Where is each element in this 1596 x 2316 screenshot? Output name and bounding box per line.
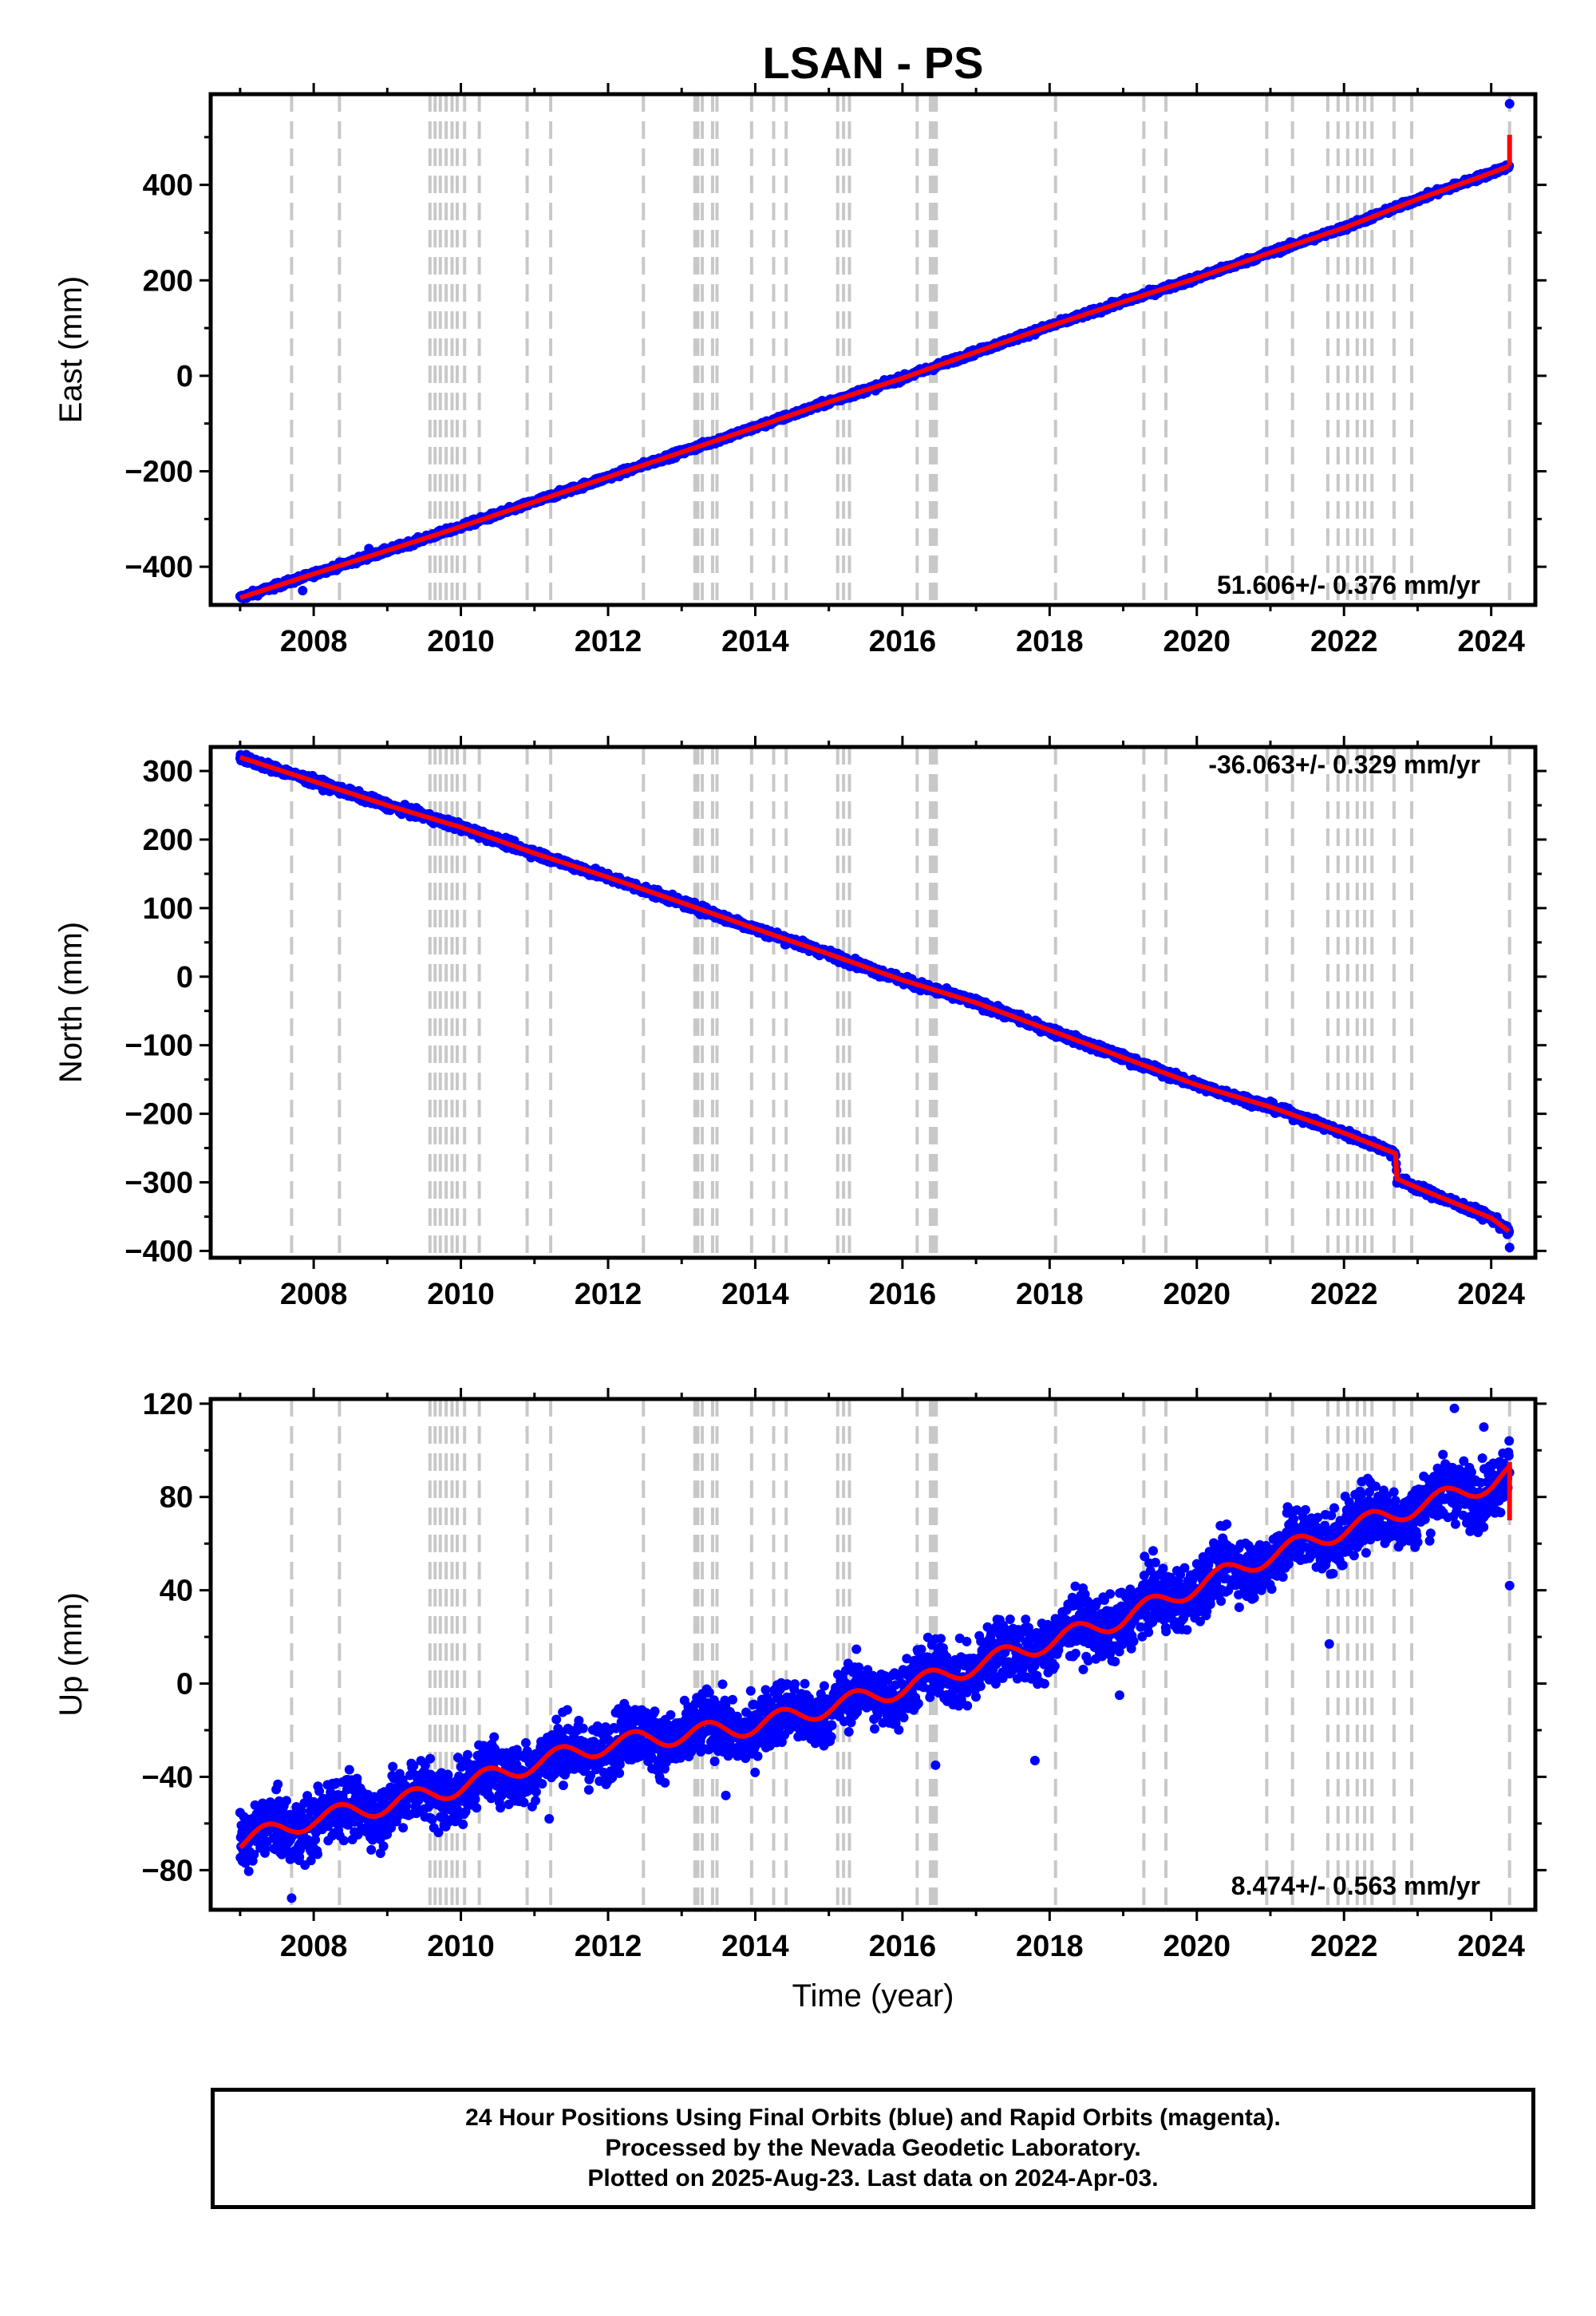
x-tick-label: 2010 [427,625,495,658]
outlier-point [1504,98,1515,109]
figure: LSAN - PS −400 −200 0 200 400 2008 2010 2012 201… [53,38,1547,2014]
x-tick-label: 2020 [1163,625,1231,658]
y-axis-label-east: East (mm) [53,276,89,423]
y-tick-label: 0 [176,360,193,393]
y-tick-label: −400 [124,551,193,584]
plot-area-north [235,747,1515,1258]
east-rate-label: 51.606+/- 0.376 mm/yr [1217,571,1480,599]
y-tick-label: 400 [143,169,193,203]
data-points-north [235,749,1515,1253]
outlier-point [364,543,374,554]
x-tick-label: 2014 [721,625,789,658]
chart-title: LSAN - PS [763,38,984,88]
y-tick-label: 200 [143,264,193,298]
data-points-east [235,98,1515,603]
x-tick-label: 2024 [1457,625,1525,658]
plot-area-east [235,94,1515,605]
x-tick-label: 2016 [869,625,937,658]
y-tick-label: −200 [124,456,193,489]
x-tick-label: 2022 [1310,625,1378,658]
east-panel: −400 −200 0 200 400 2008 2010 2012 2014 2016 2018 2… [53,83,1547,658]
outlier-point [298,586,308,596]
x-tick-label: 2012 [575,625,642,658]
x-tick-label: 2008 [280,625,348,658]
x-tick-label: 2018 [1016,625,1084,658]
